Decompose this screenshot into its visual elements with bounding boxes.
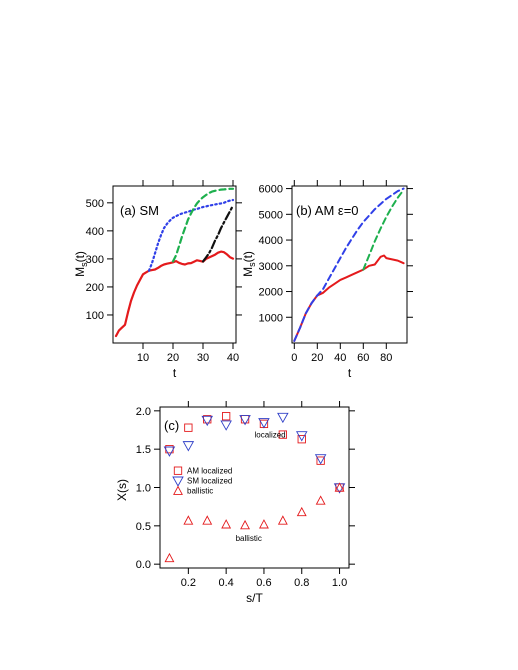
y-tick-label: 0.5 (136, 521, 151, 533)
data-point-triangle-up (164, 552, 175, 563)
y-axis-label: Ms(t) (241, 251, 257, 277)
y-tick-label: 1000 (259, 312, 283, 324)
plot-frame (112, 185, 237, 344)
data-point-triangle-down (201, 415, 214, 427)
y-axis-label: X(s) (115, 479, 129, 501)
series-line-2 (171, 187, 235, 263)
x-tick-label: 80 (380, 352, 392, 364)
data-point-square (259, 419, 269, 429)
data-point-square (297, 435, 306, 444)
annotation-label: ballistic (236, 534, 262, 543)
y-tick-label: 5000 (259, 209, 283, 221)
series-line-0 (293, 254, 405, 342)
data-point-triangle-up (202, 515, 213, 525)
data-point-triangle-up (240, 519, 250, 530)
x-tick-label: 20 (167, 352, 179, 364)
y-tick-label: 1.0 (136, 483, 151, 495)
data-point-triangle-up (315, 495, 326, 505)
series-line-1 (147, 198, 235, 272)
data-point-triangle-down (220, 420, 232, 431)
panel-a-sm-chart: 10 20 30 40 100 200 300 400 500 t Ms(t) (a) SM (73, 180, 242, 380)
panel-title: (a) SM (120, 203, 159, 218)
x-axis-label: t (173, 366, 177, 380)
y-axis-label-main: M (241, 267, 255, 277)
data-point-square (184, 423, 193, 432)
x-tick-label: 0.4 (219, 577, 234, 589)
data-point-square (221, 412, 231, 421)
y-axis-label: Ms(t) (73, 251, 89, 277)
series-line-3 (201, 204, 235, 263)
data-point-triangle-up (296, 506, 307, 517)
x-tick-label: 0.2 (181, 577, 196, 589)
series-line-0 (114, 250, 235, 338)
y-tick-label: 0.0 (136, 559, 151, 571)
legend-marker-triangle-down (172, 476, 184, 487)
legend-label: AM localized (187, 467, 232, 476)
y-tick-label: 2.0 (136, 406, 151, 418)
x-tick-label: 10 (137, 352, 149, 364)
legend-label: ballistic (187, 487, 213, 496)
x-tick-label: 0 (291, 352, 297, 364)
legend-marker-square (173, 466, 183, 475)
data-point-triangle-up (334, 482, 345, 492)
x-tick-label: 0.8 (294, 577, 309, 589)
series-line-1 (293, 187, 405, 342)
y-tick-label: 300 (86, 254, 104, 266)
panel-b-am-chart: 0 20 40 60 80100020003000400050006000tMs(t)(… (241, 180, 413, 380)
y-axis-label-main: X(s) (115, 479, 129, 501)
data-point-triangle-up (183, 515, 194, 525)
data-point-triangle-down (163, 446, 176, 457)
y-tick-label: 2000 (259, 287, 283, 299)
x-tick-label: 30 (197, 352, 209, 364)
legend-marker-triangle-up (173, 485, 183, 495)
y-tick-label: 500 (86, 198, 104, 210)
x-tick-label: 40 (227, 352, 239, 364)
x-axis-label: s/T (246, 591, 263, 605)
data-point-triangle-down (277, 412, 289, 424)
y-axis-label-suffix: (t) (241, 251, 255, 262)
y-tick-label: 4000 (259, 235, 283, 247)
data-point-triangle-up (277, 515, 288, 525)
x-tick-label: 60 (357, 352, 369, 364)
panel-title: (b) AM ε=0 (296, 203, 359, 218)
y-tick-label: 3000 (259, 261, 283, 273)
data-point-triangle-up (259, 519, 269, 529)
x-tick-label: 20 (311, 352, 323, 364)
series-line-2 (362, 188, 405, 271)
data-point-triangle-down (182, 441, 195, 452)
y-axis-label-sub: s (247, 262, 257, 267)
data-point-triangle-down (295, 431, 308, 442)
data-point-triangle-down (239, 415, 251, 426)
x-tick-label: 40 (334, 352, 346, 364)
y-tick-label: 400 (86, 226, 104, 238)
x-axis-label: t (348, 366, 352, 380)
data-point-triangle-down (314, 454, 327, 465)
y-axis-label-main: M (73, 267, 87, 277)
x-tick-label: 0.6 (256, 577, 271, 589)
y-axis-label-suffix: (t) (73, 251, 87, 262)
y-tick-label: 6000 (259, 184, 283, 196)
y-tick-label: 1.5 (136, 444, 151, 456)
plot-frame (291, 185, 408, 344)
y-tick-label: 100 (86, 310, 104, 322)
annotation-label: localized (255, 431, 286, 440)
data-point-square (278, 430, 287, 439)
panel-c-scatter-chart: 0.2 0.4 0.6 0.8 1.0 0.0 0.5 1.0 1.5 2.0 s/T X(s) (c)… (115, 401, 355, 605)
y-axis-label-sub: s (79, 262, 89, 267)
data-point-triangle-up (221, 519, 232, 529)
x-tick-label: 1.0 (332, 577, 347, 589)
panel-title: (c) (164, 418, 179, 433)
data-point-triangle-down (258, 418, 270, 429)
y-tick-label: 200 (86, 282, 104, 294)
legend-label: SM localized (187, 477, 232, 486)
